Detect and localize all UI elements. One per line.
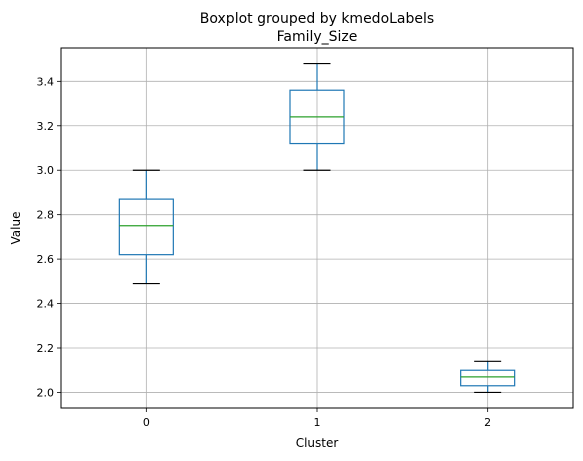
ticks: 2.0 2.2 2.4 2.6 2.8 3.0 3.2 3.4 0 1 2 (37, 75, 492, 429)
y-tick-label: 3.2 (37, 120, 55, 133)
y-tick-label: 3.4 (37, 75, 55, 88)
box-cluster-0 (118, 198, 174, 256)
grid (61, 48, 573, 408)
y-tick-label: 2.2 (37, 342, 55, 355)
y-axis-label: Value (9, 212, 23, 245)
y-tick-label: 2.6 (37, 253, 55, 266)
y-tick-label: 2.0 (37, 386, 55, 399)
x-tick-label: 1 (314, 416, 321, 429)
y-tick-label: 2.8 (37, 209, 55, 222)
x-axis-label: Cluster (296, 436, 339, 450)
y-tick-label: 2.4 (37, 298, 55, 311)
x-tick-label: 0 (143, 416, 150, 429)
x-tick-label: 2 (484, 416, 491, 429)
chart-title: Family_Size (277, 29, 358, 45)
boxes (118, 62, 516, 394)
box-cluster-2 (460, 369, 516, 387)
chart-suptitle: Boxplot grouped by kmedoLabels (200, 11, 434, 27)
y-tick-label: 3.0 (37, 164, 55, 177)
